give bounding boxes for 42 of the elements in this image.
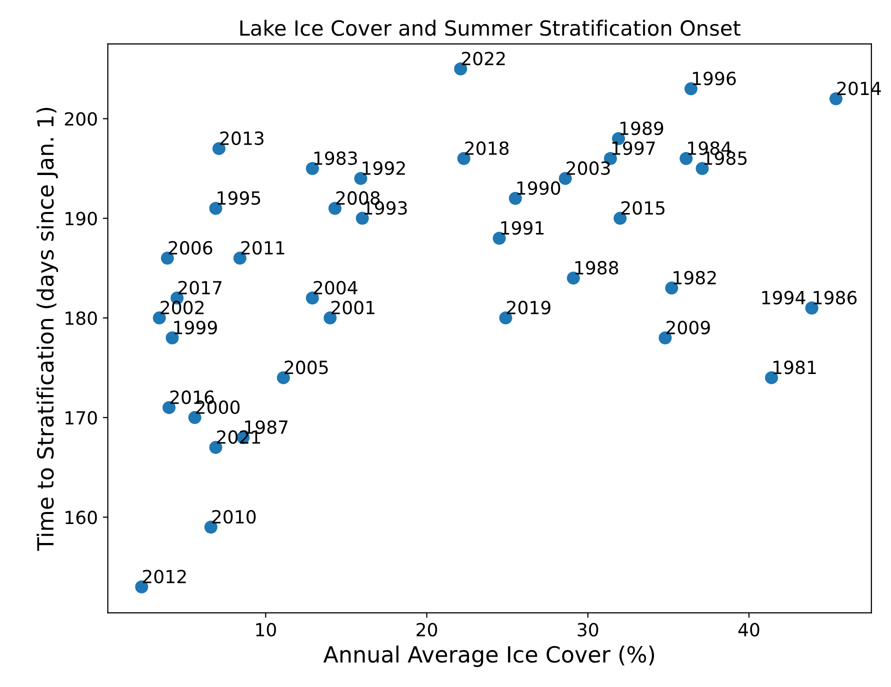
annotation: 2009 bbox=[666, 320, 710, 334]
y-tick-label: 190 bbox=[66, 212, 97, 226]
y-tick-label: 180 bbox=[66, 311, 97, 326]
annotation: 1989 bbox=[620, 121, 664, 136]
x-tick-label: 20 bbox=[416, 622, 438, 636]
annotation: 2019 bbox=[507, 300, 550, 314]
annotation: 2006 bbox=[168, 241, 212, 255]
annotation: 1996 bbox=[692, 72, 736, 86]
annotation: 2011 bbox=[241, 241, 284, 255]
x-tick-label: 30 bbox=[578, 622, 598, 636]
annotation: 2002 bbox=[160, 300, 204, 314]
y-tick-label: 170 bbox=[66, 411, 97, 425]
x-tick-label: 10 bbox=[256, 622, 276, 636]
annotation: 1999 bbox=[174, 320, 217, 334]
annotation: 2012 bbox=[142, 570, 186, 584]
annotation: 2003 bbox=[566, 161, 610, 175]
annotation: 1983 bbox=[314, 151, 357, 165]
chart-title: Lake Ice Cover and Summer Stratification Onset bbox=[240, 20, 740, 36]
annotation: 1992 bbox=[362, 161, 405, 175]
annotation: 2015 bbox=[621, 201, 664, 215]
x-tick-label: 40 bbox=[738, 622, 760, 636]
annotation: 1981 bbox=[774, 360, 816, 374]
y-tick-label: 200 bbox=[64, 112, 97, 126]
annotation: 2013 bbox=[220, 131, 264, 146]
annotation: 2004 bbox=[314, 280, 358, 295]
y-tick-label: 160 bbox=[66, 510, 97, 524]
annotation: 1995 bbox=[218, 191, 260, 205]
annotation: 1991 bbox=[501, 221, 544, 235]
annotation: 2022 bbox=[462, 52, 505, 66]
annotation: 1994 bbox=[762, 290, 806, 304]
y-axis-title: Time to Stratification (days since Jan. 1) bbox=[36, 108, 58, 551]
annotation: 1990 bbox=[517, 181, 560, 195]
annotation: 2018 bbox=[465, 141, 509, 156]
annotation: 1997 bbox=[612, 141, 655, 156]
annotation: 1988 bbox=[575, 260, 618, 275]
annotation: 1982 bbox=[674, 270, 716, 285]
annotation: 2001 bbox=[331, 300, 374, 314]
annotation: 2005 bbox=[284, 360, 328, 374]
annotation: 1986 bbox=[814, 290, 857, 304]
x-axis-title: Annual Average Ice Cover (%) bbox=[323, 646, 654, 668]
annotation: 2017 bbox=[178, 280, 222, 295]
annotation: 2010 bbox=[212, 510, 256, 524]
